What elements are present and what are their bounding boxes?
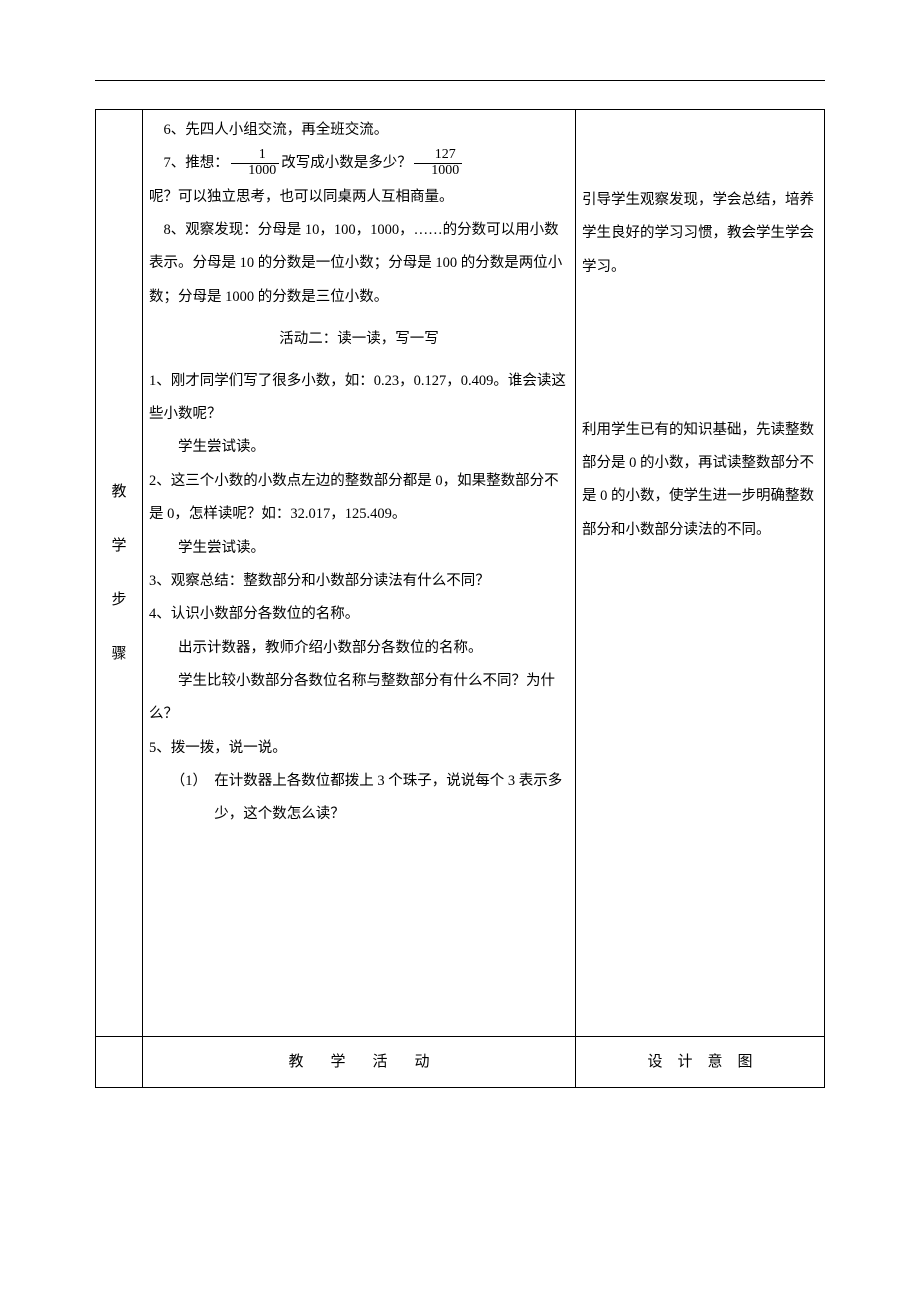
act2-item-1-sub: 学生尝试读。 <box>149 431 569 464</box>
act2-item-1: 1、刚才同学们写了很多小数，如：0.23，0.127，0.409。谁会读这些小数… <box>149 365 569 432</box>
item-7-line2: 呢？可以独立思考，也可以同桌两人互相商量。 <box>149 181 569 214</box>
spacer <box>149 314 569 323</box>
act2-item-4-sub1: 出示计数器，教师介绍小数部分各数位的名称。 <box>149 632 569 665</box>
fraction-127-over-1000: 1271000 <box>414 148 463 178</box>
footer-label-cell <box>96 1036 143 1088</box>
act2-item-2: 2、这三个小数的小数点左边的整数部分都是 0，如果整数部分不是 0，怎样读呢？如… <box>149 465 569 532</box>
footer-side-cell: 设计意图 <box>576 1036 825 1088</box>
lesson-table: 教 学 步 骤 6、先四人小组交流，再全班交流。 7、推想：11000改写成小数… <box>95 109 825 1088</box>
intent-block-2: 利用学生已有的知识基础，先读整数部分是 0 的小数，再试读整数部分不是 0 的小… <box>582 414 818 547</box>
fraction-numerator: 127 <box>414 148 463 164</box>
fraction-denominator: 1000 <box>231 164 280 179</box>
document-page: 教 学 步 骤 6、先四人小组交流，再全班交流。 7、推想：11000改写成小数… <box>0 0 920 1268</box>
item-7-text-b: 改写成小数是多少？ <box>281 155 412 171</box>
footer-row: 教学活动 设计意图 <box>96 1036 825 1088</box>
intent-block-1: 引导学生观察发现，学会总结，培养学生良好的学习习惯，教会学生学会学习。 <box>582 184 818 284</box>
act2-item-4-sub2: 学生比较小数部分各数位名称与整数部分有什么不同？为什么？ <box>149 665 569 732</box>
spacer <box>582 299 818 414</box>
item-7-line1: 7、推想：11000改写成小数是多少？1271000 <box>149 147 569 180</box>
act2-item-4: 4、认识小数部分各数位的名称。 <box>149 598 569 631</box>
row-label-char: 骤 <box>111 627 126 681</box>
item-8: 8、观察发现：分母是 10，100，1000，……的分数可以用小数表示。分母是 … <box>149 214 569 314</box>
main-activity-cell: 6、先四人小组交流，再全班交流。 7、推想：11000改写成小数是多少？1271… <box>143 110 576 1037</box>
fraction-1-over-1000: 11000 <box>231 148 280 178</box>
row-label-cell: 教 学 步 骤 <box>96 110 143 1037</box>
spacer <box>582 114 818 184</box>
top-rule <box>95 80 825 81</box>
bottom-blank <box>149 832 569 1032</box>
act2-item-2-sub: 学生尝试读。 <box>149 532 569 565</box>
fraction-numerator: 1 <box>231 148 280 164</box>
act2-item-5: 5、拨一拨，说一说。 <box>149 732 569 765</box>
activity-2-title: 活动二：读一读，写一写 <box>149 323 569 356</box>
item-6: 6、先四人小组交流，再全班交流。 <box>149 114 569 147</box>
spacer <box>149 356 569 365</box>
item-7-text-a: 7、推想： <box>164 155 229 171</box>
footer-main-cell: 教学活动 <box>143 1036 576 1088</box>
row-label-char: 步 <box>111 573 126 627</box>
design-intent-cell: 引导学生观察发现，学会总结，培养学生良好的学习习惯，教会学生学会学习。 利用学生… <box>576 110 825 1037</box>
row-label-char: 学 <box>111 519 126 573</box>
fraction-denominator: 1000 <box>414 164 463 179</box>
act2-item-5-1: （1） 在计数器上各数位都拨上 3 个珠子，说说每个 3 表示多少，这个数怎么读… <box>149 765 569 832</box>
row-label: 教 学 步 骤 <box>96 465 142 681</box>
act2-item-3: 3、观察总结：整数部分和小数部分读法有什么不同？ <box>149 565 569 598</box>
content-row: 教 学 步 骤 6、先四人小组交流，再全班交流。 7、推想：11000改写成小数… <box>96 110 825 1037</box>
row-label-char: 教 <box>111 465 126 519</box>
